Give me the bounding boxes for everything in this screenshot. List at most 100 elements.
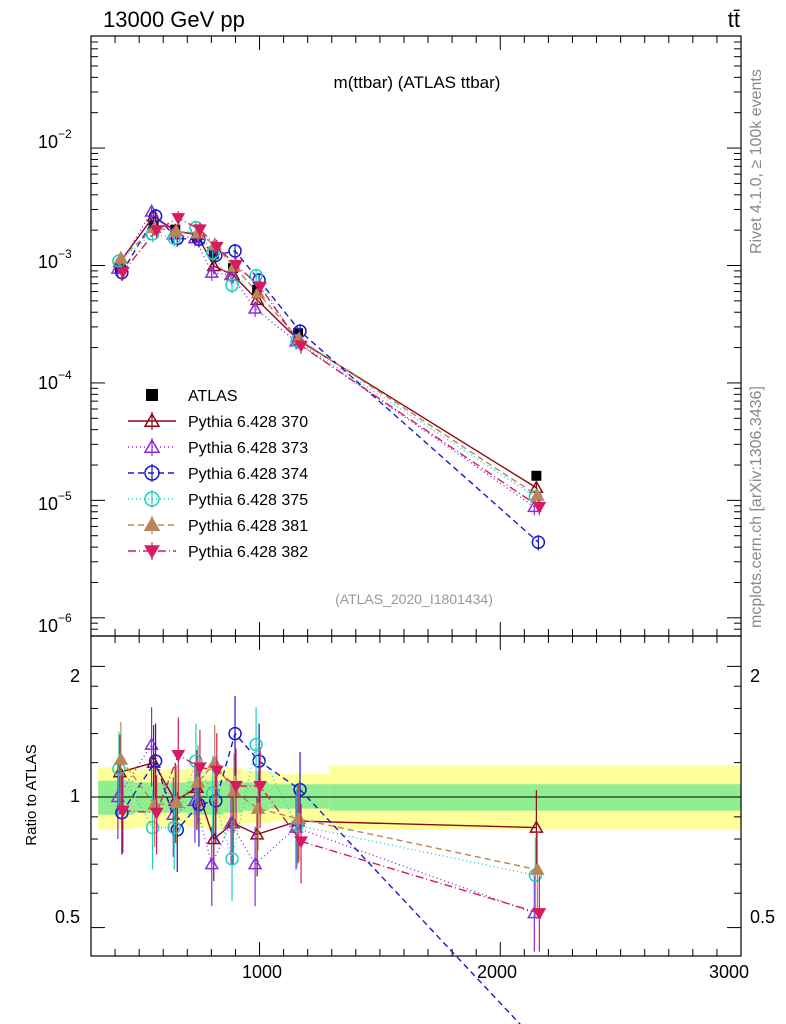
point-382 xyxy=(294,340,308,353)
point-ATLAS xyxy=(208,249,219,260)
series-line-373 xyxy=(117,210,535,508)
series-line-382 xyxy=(122,217,540,508)
legend-label-375: Pythia 6.428 375 xyxy=(188,492,308,509)
legend-label-374: Pythia 6.428 374 xyxy=(188,466,308,483)
legend-marker-374 xyxy=(144,465,160,481)
point-374 xyxy=(531,535,546,549)
main-ytick-exp: −6 xyxy=(58,611,72,625)
legend-marker-375 xyxy=(144,491,160,507)
ratio-ytick-05-right: 0.5 xyxy=(750,907,775,927)
ratio-ytick-1-left: 1 xyxy=(70,786,80,806)
point-381 xyxy=(250,285,266,299)
ratio-point-375 xyxy=(167,820,182,835)
point-382 xyxy=(193,224,207,237)
ratio-point-374 xyxy=(192,797,206,812)
ratio-point-370 xyxy=(529,820,544,833)
ratio-point-381 xyxy=(190,774,206,788)
main-ytick-exp: −5 xyxy=(58,489,72,503)
ratio-point-382 xyxy=(193,762,207,775)
header-left: 13000 GeV pp xyxy=(103,7,245,32)
ratio-point-375 xyxy=(225,852,239,866)
series-line-381 xyxy=(120,227,538,497)
point-381 xyxy=(168,223,184,237)
ratio-point-375 xyxy=(249,737,263,752)
point-373 xyxy=(247,301,263,314)
point-373 xyxy=(204,265,220,278)
main-ytick-exp: −2 xyxy=(58,127,72,141)
ratio-point-382 xyxy=(171,749,186,762)
ratio-point-382 xyxy=(229,781,243,794)
ratio-point-370 xyxy=(206,831,222,845)
point-374 xyxy=(148,209,163,223)
ratio-point-373 xyxy=(247,856,263,870)
ratio-point-382 xyxy=(209,765,224,778)
watermark: (ATLAS_2020_I1801434) xyxy=(335,591,493,607)
ratio-point-370 xyxy=(112,764,128,778)
series-line-374 xyxy=(121,214,539,543)
main-ytick-1e-2: 10 −2 xyxy=(38,127,72,152)
point-370 xyxy=(249,292,265,306)
rivet-label: Rivet 4.1.0, ≥ 100k events xyxy=(748,69,765,254)
legend-marker-ATLAS xyxy=(146,389,158,401)
legend-label-atlas: ATLAS xyxy=(188,388,238,405)
ratio-point-374 xyxy=(148,754,163,768)
mcplots-label: mcplots.cern.ch [arXiv:1306.3436] xyxy=(748,386,765,628)
point-375 xyxy=(249,268,263,283)
xtick-3000: 3000 xyxy=(709,962,749,982)
ratio-ytick-2-left: 2 xyxy=(70,666,80,686)
legend-marker-381 xyxy=(143,516,161,531)
main-ytick-base: 10 xyxy=(38,252,58,272)
ratio-point-373 xyxy=(204,856,220,870)
point-382 xyxy=(209,241,224,254)
point-382 xyxy=(171,213,186,226)
ratio-point-382 xyxy=(532,908,547,921)
point-ATLAS xyxy=(531,470,542,481)
ratio-point-382 xyxy=(294,836,308,849)
ratio-point-374 xyxy=(170,823,185,837)
ratio-band-group xyxy=(91,765,741,830)
ratio-ylabel: Ratio to ATLAS xyxy=(23,744,40,845)
ratio-ytick-05-left: 0.5 xyxy=(55,907,80,927)
ratio-ytick-2-right: 2 xyxy=(750,666,760,686)
point-382 xyxy=(532,501,547,514)
ratio-point-381 xyxy=(530,862,545,875)
main-ytick-exp: −4 xyxy=(58,368,72,382)
ratio-plot-frame xyxy=(90,635,742,957)
ratio-line-373 xyxy=(117,743,535,914)
ratio-point-375 xyxy=(145,820,160,835)
ratio-point-381 xyxy=(168,795,184,808)
point-382 xyxy=(253,281,267,294)
main-ytick-base: 10 xyxy=(38,494,58,514)
point-375 xyxy=(225,278,239,292)
ratio-point-382 xyxy=(116,805,130,818)
main-ytick-1e-3: 10 −3 xyxy=(38,247,72,272)
legend-marker-373 xyxy=(143,438,161,453)
ratio-point-381 xyxy=(250,801,266,814)
point-381 xyxy=(113,250,129,264)
ratio-point-374 xyxy=(209,794,223,808)
main-ytick-1e-4: 10 −4 xyxy=(38,368,72,393)
ratio-point-375 xyxy=(206,786,220,801)
chart-marks xyxy=(90,35,742,1024)
point-382 xyxy=(149,225,164,238)
legend-label-381: Pythia 6.428 381 xyxy=(188,518,308,535)
main-ytick-base: 10 xyxy=(38,132,58,152)
ratio-point-374 xyxy=(293,782,307,797)
ratio-point-370 xyxy=(249,826,265,840)
ratio-point-382 xyxy=(149,807,164,820)
main-ytick-1e-5: 10 −5 xyxy=(38,489,72,514)
ratio-point-373 xyxy=(144,737,159,750)
point-382 xyxy=(229,259,243,272)
series-line-370 xyxy=(119,215,537,489)
legend-label-382: Pythia 6.428 382 xyxy=(188,544,308,561)
header-right: tt̄ xyxy=(728,7,740,32)
main-ytick-exp: −3 xyxy=(58,247,72,261)
ratio-point-382 xyxy=(253,781,267,794)
point-374 xyxy=(228,244,242,258)
legend-marker-370 xyxy=(143,412,161,427)
chart-title: m(ttbar) (ATLAS ttbar) xyxy=(334,73,501,92)
legend-label-370: Pythia 6.428 370 xyxy=(188,414,308,431)
legend-marker-382 xyxy=(144,545,160,560)
legend: ATLAS Pythia 6.428 370 Pythia 6.428 373 … xyxy=(188,388,308,561)
